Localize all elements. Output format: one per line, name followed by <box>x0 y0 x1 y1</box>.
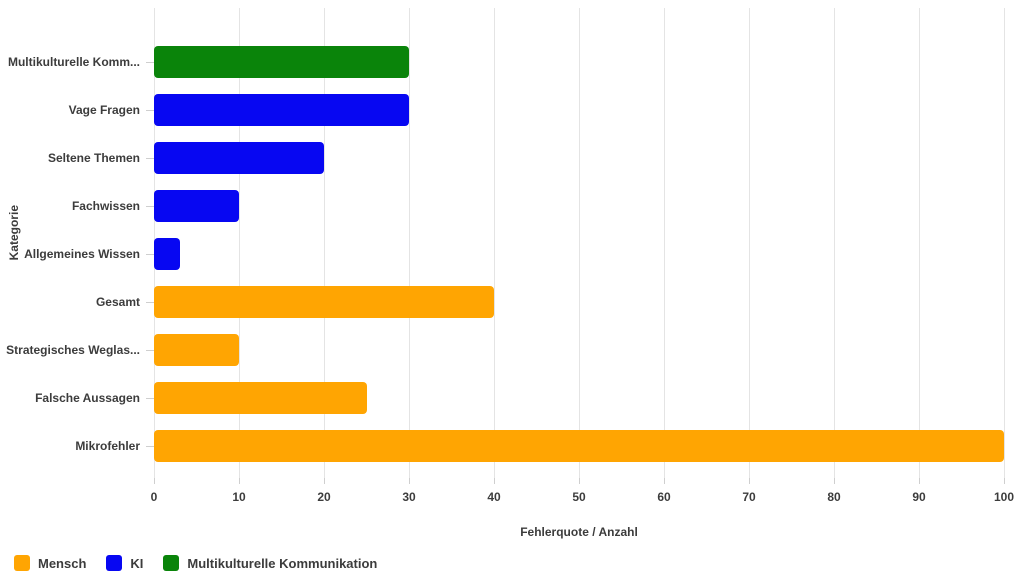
gridline-x-20 <box>324 8 325 478</box>
x-tick-label-100: 100 <box>993 490 1015 504</box>
plot-area <box>154 8 1005 478</box>
x-tick-label-40: 40 <box>487 490 501 504</box>
bar-falsche-aussagen[interactable] <box>154 382 367 414</box>
bar-gesamt[interactable] <box>154 286 494 318</box>
x-axis-tick-90 <box>919 478 920 484</box>
category-label-seltene-themen: Seltene Themen <box>47 151 140 165</box>
x-axis-tick-70 <box>749 478 750 484</box>
gridline-x-10 <box>239 8 240 478</box>
x-tick-label-60: 60 <box>657 490 671 504</box>
y-axis-tick-multikulturelle-komm <box>146 62 154 63</box>
legend-item-ki[interactable]: KI <box>106 555 143 571</box>
category-label-multikulturelle-komm: Multikulturelle Komm... <box>7 55 140 69</box>
y-axis-tick-strategisches-weglas <box>146 350 154 351</box>
legend-swatch-multikulturelle-kommunikation <box>163 555 180 571</box>
y-axis-tick-gesamt <box>146 302 154 303</box>
x-tick-label-80: 80 <box>827 490 841 504</box>
legend-item-multikulturelle-kommunikation[interactable]: Multikulturelle Kommunikation <box>163 555 377 571</box>
y-axis-tick-mikrofehler <box>146 446 154 447</box>
gridline-x-90 <box>919 8 920 478</box>
x-axis-title: Fehlerquote / Anzahl <box>520 525 638 539</box>
gridline-x-100 <box>1004 8 1005 478</box>
x-axis-tick-60 <box>664 478 665 484</box>
legend-label-multikulturelle-kommunikation: Multikulturelle Kommunikation <box>187 555 378 571</box>
category-label-falsche-aussagen: Falsche Aussagen <box>35 391 140 405</box>
x-axis-tick-0 <box>154 478 155 484</box>
gridline-x-80 <box>834 8 835 478</box>
legend-swatch-mensch <box>14 555 30 571</box>
x-axis-tick-40 <box>494 478 495 484</box>
bar-mikrofehler[interactable] <box>154 430 1004 462</box>
category-label-allgemeines-wissen: Allgemeines Wissen <box>24 247 140 261</box>
gridline-x-60 <box>664 8 665 478</box>
bar-allgemeines-wissen[interactable] <box>154 238 180 270</box>
x-tick-label-90: 90 <box>912 490 926 504</box>
x-axis-tick-80 <box>834 478 835 484</box>
bar-multikulturelle-komm[interactable] <box>154 46 409 78</box>
x-axis-tick-10 <box>239 478 240 484</box>
y-axis-tick-falsche-aussagen <box>146 398 154 399</box>
bar-vage-fragen[interactable] <box>154 94 409 126</box>
bar-fachwissen[interactable] <box>154 190 239 222</box>
x-axis-tick-50 <box>579 478 580 484</box>
y-axis-tick-vage-fragen <box>146 110 154 111</box>
x-tick-label-20: 20 <box>317 490 331 504</box>
bar-seltene-themen[interactable] <box>154 142 324 174</box>
category-label-vage-fragen: Vage Fragen <box>68 103 140 117</box>
legend: Mensch KI Multikulturelle Kommunikation <box>14 555 377 571</box>
gridline-x-70 <box>749 8 750 478</box>
legend-swatch-ki <box>106 555 123 571</box>
x-axis-tick-20 <box>324 478 325 484</box>
gridline-x-30 <box>409 8 410 478</box>
category-label-strategisches-weglas: Strategisches Weglas... <box>6 343 140 357</box>
category-label-fachwissen: Fachwissen <box>71 199 140 213</box>
gridline-x-50 <box>579 8 580 478</box>
x-tick-label-50: 50 <box>572 490 586 504</box>
bar-strategisches-weglas[interactable] <box>154 334 239 366</box>
y-axis-tick-seltene-themen <box>146 158 154 159</box>
x-tick-label-10: 10 <box>232 490 246 504</box>
x-axis-tick-30 <box>409 478 410 484</box>
x-tick-label-70: 70 <box>742 490 756 504</box>
x-tick-label-0: 0 <box>150 490 158 504</box>
legend-item-mensch[interactable]: Mensch <box>14 555 86 571</box>
category-label-mikrofehler: Mikrofehler <box>75 439 140 453</box>
legend-label-ki: KI <box>130 555 144 571</box>
y-axis-tick-fachwissen <box>146 206 154 207</box>
y-axis-tick-allgemeines-wissen <box>146 254 154 255</box>
x-axis-tick-100 <box>1004 478 1005 484</box>
legend-label-mensch: Mensch <box>38 555 87 571</box>
category-label-gesamt: Gesamt <box>95 295 140 309</box>
x-tick-label-30: 30 <box>402 490 416 504</box>
gridline-x-40 <box>494 8 495 478</box>
